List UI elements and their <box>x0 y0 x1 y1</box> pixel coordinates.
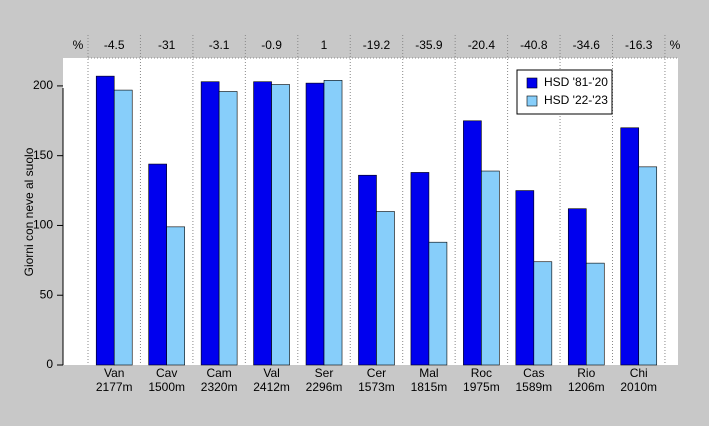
x-tick-sublabel: 2177m <box>96 380 133 394</box>
x-tick-sublabel: 1975m <box>463 380 500 394</box>
change-label: -20.4 <box>468 38 496 52</box>
bar <box>481 170 500 366</box>
bar <box>271 84 290 366</box>
change-label: 1 <box>321 38 328 52</box>
bar <box>567 208 587 366</box>
change-label: -34.6 <box>573 38 601 52</box>
bar <box>323 80 343 366</box>
bar <box>620 127 640 366</box>
bar <box>463 120 482 366</box>
x-tick-sublabel: 1206m <box>568 380 605 394</box>
bar <box>376 211 395 366</box>
x-tick-label: Cav <box>156 366 177 380</box>
change-label: -31 <box>158 38 176 52</box>
x-tick-sublabel: 1589m <box>515 380 552 394</box>
change-label: -0.9 <box>261 38 282 52</box>
y-tick-label: 200 <box>33 78 53 92</box>
bar <box>638 166 658 366</box>
legend-swatch <box>526 77 538 89</box>
x-tick-sublabel: 2010m <box>620 380 657 394</box>
legend-swatch <box>526 95 538 107</box>
change-label: -35.9 <box>415 38 443 52</box>
bar <box>218 91 238 366</box>
bar <box>358 174 377 366</box>
x-tick-sublabel: 2320m <box>201 380 238 394</box>
change-label: -19.2 <box>363 38 391 52</box>
x-tick-label: Van <box>104 366 124 380</box>
x-tick-label: Cam <box>206 366 231 380</box>
x-tick-sublabel: 2412m <box>253 380 290 394</box>
bar <box>428 241 448 366</box>
change-label: -40.8 <box>520 38 548 52</box>
bar <box>410 172 430 366</box>
y-tick-label: 150 <box>33 148 53 162</box>
bar <box>113 89 133 366</box>
change-label: -3.1 <box>209 38 230 52</box>
percent-unit: % <box>73 38 84 52</box>
x-tick-label: Roc <box>471 366 492 380</box>
x-tick-sublabel: 1500m <box>148 380 185 394</box>
x-tick-sublabel: 1573m <box>358 380 395 394</box>
x-tick-label: Val <box>263 366 279 380</box>
change-label: -16.3 <box>625 38 653 52</box>
bar <box>200 81 220 366</box>
x-tick-sublabel: 1815m <box>411 380 448 394</box>
bar <box>305 82 325 366</box>
y-tick-label: 50 <box>40 287 54 301</box>
y-tick-label: 100 <box>33 218 53 232</box>
bar <box>585 262 605 366</box>
bar <box>148 163 167 366</box>
x-tick-label: Cer <box>367 366 386 380</box>
x-tick-label: Ser <box>315 366 334 380</box>
y-axis-label: Giorni con neve al suolo <box>22 147 36 276</box>
x-tick-label: Rio <box>577 366 595 380</box>
change-label: -4.5 <box>104 38 125 52</box>
bar <box>253 81 272 366</box>
y-tick-label: 0 <box>46 357 53 371</box>
legend-label: HSD '22-'23 <box>544 93 608 107</box>
bar <box>166 226 185 366</box>
x-tick-label: Mal <box>419 366 438 380</box>
bar <box>533 261 553 366</box>
bar <box>515 190 535 366</box>
x-tick-sublabel: 2296m <box>306 380 343 394</box>
legend-label: HSD '81-'20 <box>544 75 608 89</box>
x-tick-label: Cas <box>523 366 544 380</box>
percent-unit: % <box>670 38 681 52</box>
bar <box>95 75 115 366</box>
legend-box <box>516 69 613 115</box>
x-tick-label: Chi <box>630 366 648 380</box>
